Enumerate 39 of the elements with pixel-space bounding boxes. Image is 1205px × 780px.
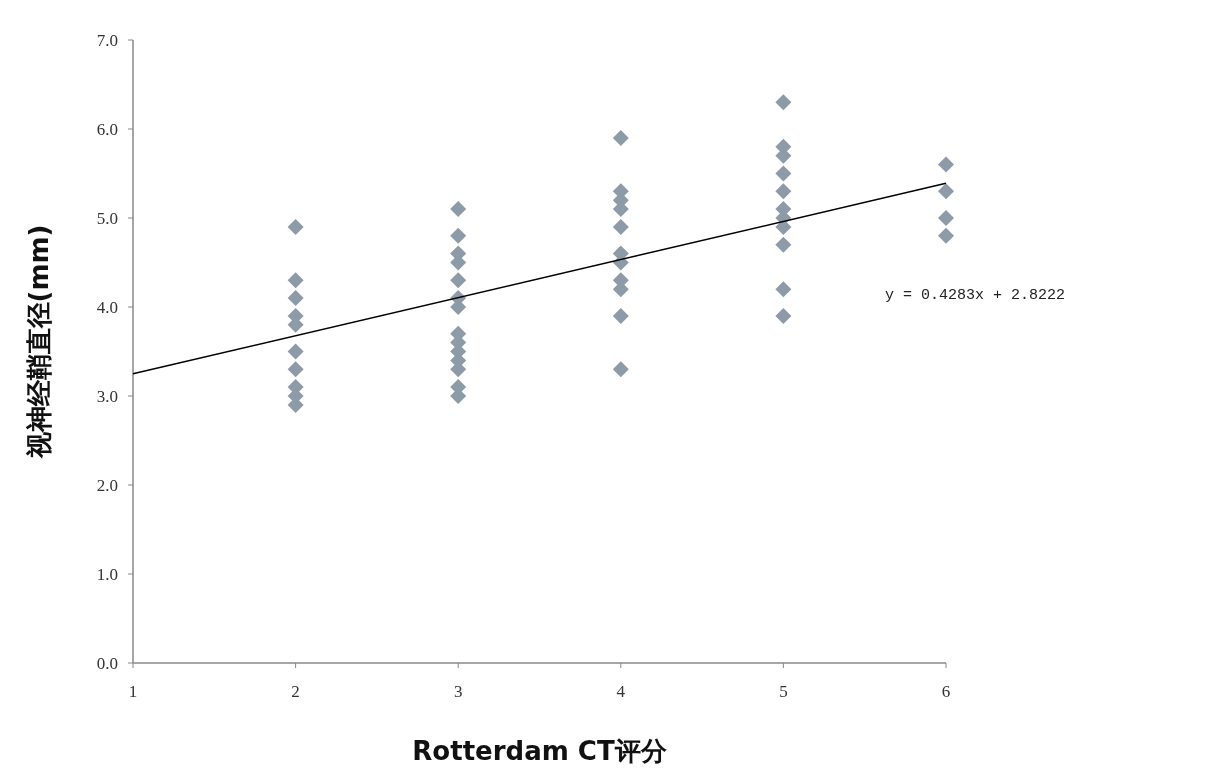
point	[938, 210, 954, 226]
point	[287, 290, 304, 307]
x-tick-label: 1	[128, 682, 138, 701]
x-tick-label: 5	[779, 682, 788, 701]
point	[287, 343, 304, 360]
y-tick-label: 6.0	[96, 120, 118, 139]
x-tick-label: 3	[453, 682, 463, 701]
y-tick-label: 7.0	[96, 31, 118, 50]
y-tick-label: 4.0	[96, 298, 118, 317]
point	[287, 272, 304, 289]
y-tick-label: 3.0	[96, 387, 118, 406]
point	[775, 183, 792, 200]
point	[287, 361, 304, 378]
point	[612, 129, 629, 146]
y-tick-label: 0.0	[96, 654, 118, 673]
point	[450, 201, 467, 218]
point	[938, 227, 954, 244]
point	[287, 218, 304, 235]
x-axis-title: Rotterdam CT评分	[412, 736, 668, 766]
x-tick-label: 4	[616, 682, 626, 701]
point	[775, 236, 792, 253]
point	[612, 218, 629, 235]
annotation: y = 0.4283x + 2.8222	[884, 287, 1066, 304]
point	[775, 94, 792, 111]
point	[775, 307, 792, 324]
point	[612, 307, 629, 324]
point	[775, 281, 792, 298]
x-tick-label: 2	[291, 682, 300, 701]
y-tick-label: 5.0	[96, 209, 118, 228]
y-tick-label: 2.0	[96, 476, 118, 495]
point	[775, 165, 792, 182]
point	[938, 183, 954, 200]
y-axis-title: 视神经鞘直径(mm)	[24, 224, 54, 460]
point	[938, 156, 954, 173]
point	[450, 272, 467, 289]
point	[612, 361, 629, 378]
y-tick-label: 1.0	[96, 565, 118, 584]
x-tick-label: 6	[941, 682, 951, 701]
point	[450, 227, 467, 244]
